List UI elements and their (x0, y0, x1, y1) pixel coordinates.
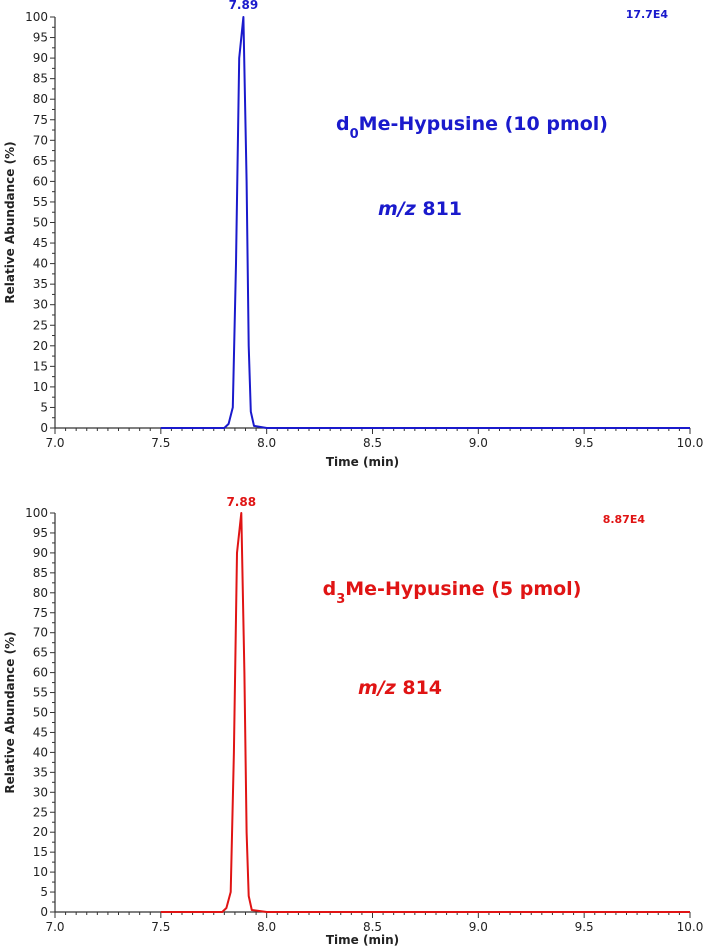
y-tick-label: 70 (33, 133, 48, 147)
peak-label: 7.88 (226, 495, 256, 509)
x-tick-label: 9.5 (575, 920, 594, 934)
y-tick-label: 75 (33, 113, 48, 127)
normalization-label: 8.87E4 (603, 513, 646, 526)
y-tick-label: 85 (33, 566, 48, 580)
y-tick-label: 35 (33, 765, 48, 779)
y-tick-label: 5 (40, 885, 48, 899)
x-tick-label: 10.0 (677, 436, 704, 450)
y-tick-label: 60 (33, 666, 48, 680)
y-tick-label: 50 (33, 706, 48, 720)
chart-top-d0: 0 5 10 15 20 25 30 35 40 45 50 55 60 65 70 75 80 85 90 95 10… (3, 0, 703, 469)
y-tick-label: 20 (33, 825, 48, 839)
y-axis-title: Relative Abundance (%) (3, 141, 17, 303)
series-line (160, 16, 690, 429)
x-tick-label: 8.0 (257, 436, 276, 450)
y-tick-label: 95 (33, 526, 48, 540)
y-tick-label: 30 (33, 785, 48, 799)
x-tick-label: 7.5 (151, 436, 170, 450)
y-tick-label: 35 (33, 277, 48, 291)
y-tick-label: 85 (33, 72, 48, 86)
y-tick-label: 80 (33, 92, 48, 106)
compound-annotation: d0Me-Hypusine (10 pmol) (336, 113, 608, 142)
y-tick-label: 65 (33, 154, 48, 168)
x-tick-label: 9.0 (469, 920, 488, 934)
compound-annotation: d3Me-Hypusine (5 pmol) (323, 578, 582, 607)
y-tick-label: 100 (25, 506, 48, 520)
normalization-label: 17.7E4 (626, 8, 669, 21)
y-tick-label: 80 (33, 586, 48, 600)
y-tick-label: 40 (33, 745, 48, 759)
peak-label: 7.89 (229, 0, 259, 12)
y-tick-label: 65 (33, 646, 48, 660)
y-tick-label: 60 (33, 174, 48, 188)
y-tick-label: 15 (33, 359, 48, 373)
x-tick-label: 10.0 (677, 920, 704, 934)
x-tick-label: 9.5 (575, 436, 594, 450)
y-tick-label: 55 (33, 195, 48, 209)
y-tick-label: 45 (33, 236, 48, 250)
y-tick-label: 0 (40, 421, 48, 435)
y-tick-label: 90 (33, 546, 48, 560)
y-tick-label: 15 (33, 845, 48, 859)
x-tick-label: 8.5 (363, 436, 382, 450)
x-tick-label: 9.0 (469, 436, 488, 450)
y-axis-title: Relative Abundance (%) (3, 631, 17, 793)
y-tick-label: 95 (33, 31, 48, 45)
x-tick-label: 8.0 (257, 920, 276, 934)
y-tick-label: 90 (33, 51, 48, 65)
y-tick-label: 25 (33, 805, 48, 819)
y-tick-label: 5 (40, 400, 48, 414)
series-line (160, 512, 690, 913)
y-tick-label: 30 (33, 298, 48, 312)
y-tick-label: 100 (25, 10, 48, 24)
y-tick-label: 25 (33, 318, 48, 332)
chart-bottom-d3: 0 5 10 15 20 25 30 35 40 45 50 55 60 65 70 75 80 85 90 95 10… (3, 495, 703, 947)
x-tick-label: 8.5 (363, 920, 382, 934)
y-tick-label: 20 (33, 339, 48, 353)
y-tick-label: 10 (33, 865, 48, 879)
x-axis-title: Time (min) (326, 455, 399, 469)
x-axis-title: Time (min) (326, 933, 399, 947)
x-tick-label: 7.0 (45, 920, 64, 934)
y-tick-label: 75 (33, 606, 48, 620)
y-tick-label: 50 (33, 216, 48, 230)
y-tick-label: 10 (33, 380, 48, 394)
y-tick-label: 70 (33, 626, 48, 640)
y-tick-label: 45 (33, 725, 48, 739)
x-tick-label: 7.0 (45, 436, 64, 450)
y-tick-label: 40 (33, 257, 48, 271)
x-tick-label: 7.5 (151, 920, 170, 934)
mz-annotation: m/z 814 (358, 677, 442, 699)
y-tick-label: 55 (33, 686, 48, 700)
y-tick-label: 0 (40, 905, 48, 919)
mz-annotation: m/z 811 (378, 198, 462, 220)
